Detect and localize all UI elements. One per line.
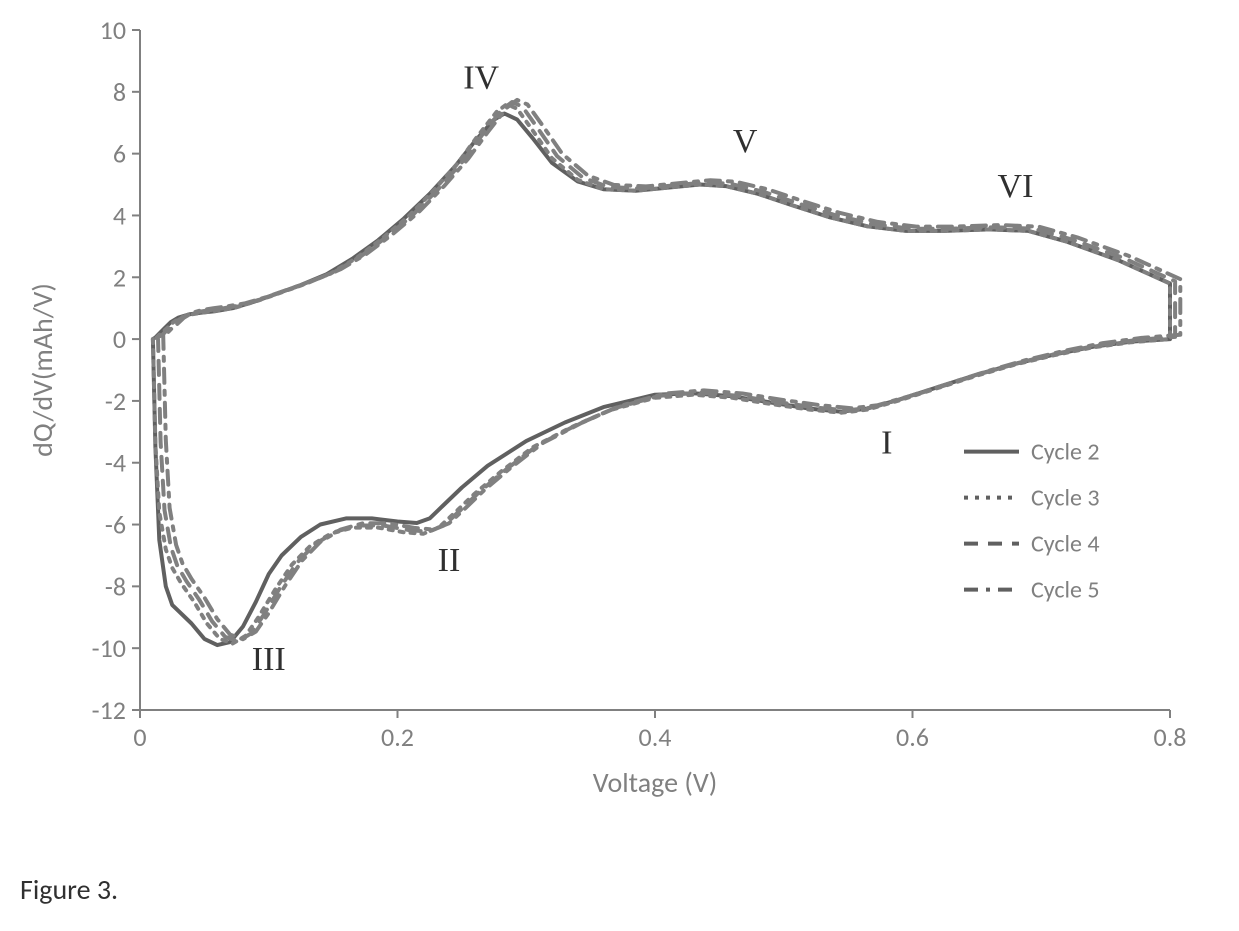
svg-text:0.6: 0.6 bbox=[896, 721, 929, 753]
svg-text:0.8: 0.8 bbox=[1154, 721, 1187, 753]
figure-caption: Figure 3. bbox=[20, 872, 118, 907]
svg-text:-2: -2 bbox=[105, 385, 126, 417]
svg-text:0: 0 bbox=[113, 323, 126, 355]
x-axis-label: Voltage (V) bbox=[593, 765, 717, 800]
svg-text:-12: -12 bbox=[92, 694, 126, 726]
peak-label-iii: III bbox=[252, 641, 286, 678]
svg-text:-4: -4 bbox=[105, 447, 126, 479]
svg-text:2: 2 bbox=[113, 261, 126, 293]
peak-label-ii: II bbox=[438, 542, 461, 579]
svg-text:4: 4 bbox=[113, 199, 126, 231]
peak-label-vi: VI bbox=[998, 168, 1034, 205]
peak-label-i: I bbox=[881, 424, 892, 461]
svg-text:8: 8 bbox=[113, 76, 126, 108]
svg-text:0: 0 bbox=[133, 721, 146, 753]
svg-text:0.2: 0.2 bbox=[381, 721, 414, 753]
legend-label-cycle-3: Cycle 3 bbox=[1031, 484, 1100, 513]
svg-text:-10: -10 bbox=[92, 632, 126, 664]
peak-label-iv: IV bbox=[463, 60, 499, 97]
dqdv-chart: -12 -10 -8 -6 -4 -2 0 2 4 6 8 10 0 0.2 0.4 0.6 0.8 Voltag… bbox=[20, 10, 1200, 810]
svg-text:-6: -6 bbox=[105, 509, 126, 541]
legend-label-cycle-2: Cycle 2 bbox=[1031, 438, 1100, 467]
legend-label-cycle-4: Cycle 4 bbox=[1031, 530, 1100, 559]
svg-text:-8: -8 bbox=[105, 570, 126, 602]
svg-text:0.4: 0.4 bbox=[639, 721, 672, 753]
svg-text:6: 6 bbox=[113, 138, 126, 170]
svg-text:10: 10 bbox=[100, 14, 126, 46]
peak-label-v: V bbox=[733, 123, 758, 160]
chart-svg: -12 -10 -8 -6 -4 -2 0 2 4 6 8 10 0 0.2 0.4 0.6 0.8 Voltag… bbox=[20, 10, 1200, 810]
legend-label-cycle-5: Cycle 5 bbox=[1031, 576, 1100, 605]
y-axis-label: dQ/dV(mAh/V) bbox=[25, 283, 60, 457]
